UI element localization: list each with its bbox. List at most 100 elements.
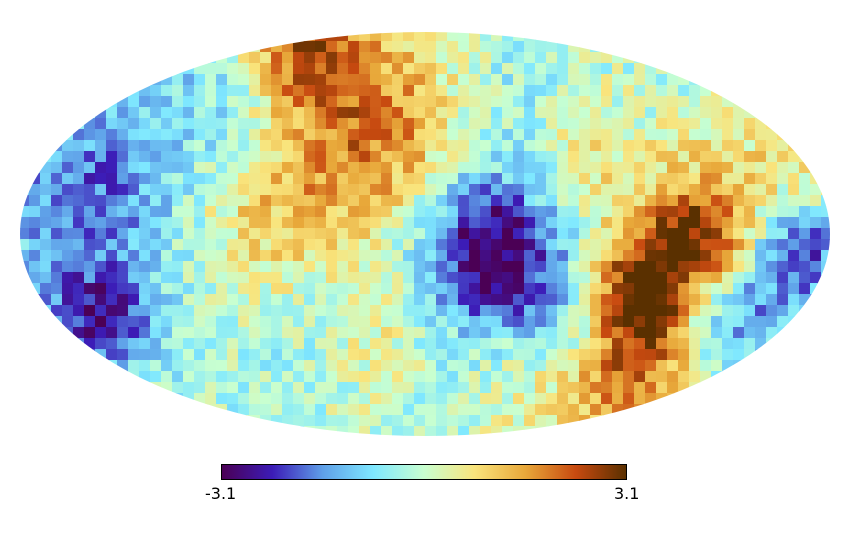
map-pixel (403, 239, 415, 251)
map-pixel (744, 151, 756, 163)
map-pixel (326, 63, 338, 75)
map-pixel (348, 151, 360, 163)
map-pixel (623, 52, 635, 64)
map-pixel (546, 228, 558, 240)
map-pixel (51, 173, 63, 185)
map-pixel (568, 415, 580, 427)
map-pixel (546, 74, 558, 86)
map-pixel (128, 283, 140, 295)
map-pixel (667, 217, 679, 229)
map-pixel (546, 41, 558, 53)
map-pixel (458, 283, 470, 295)
map-pixel (260, 140, 272, 152)
map-pixel (722, 107, 734, 119)
map-pixel (20, 195, 30, 207)
map-pixel (436, 261, 448, 273)
map-pixel (590, 41, 602, 53)
map-pixel (458, 52, 470, 64)
map-pixel (392, 52, 404, 64)
map-pixel (381, 338, 393, 350)
map-pixel (403, 195, 415, 207)
map-pixel (216, 173, 228, 185)
map-pixel (205, 283, 217, 295)
map-pixel (326, 239, 338, 251)
map-pixel (755, 217, 767, 229)
map-pixel (304, 393, 316, 405)
map-pixel (425, 393, 437, 405)
map-pixel (546, 118, 558, 130)
map-pixel (491, 74, 503, 86)
map-pixel (502, 52, 514, 64)
map-pixel (524, 283, 536, 295)
map-pixel (711, 151, 723, 163)
map-pixel (689, 305, 701, 317)
map-pixel (524, 217, 536, 229)
map-pixel (425, 283, 437, 295)
map-pixel (579, 206, 591, 218)
map-pixel (249, 283, 261, 295)
map-pixel (20, 206, 30, 218)
map-pixel (348, 63, 360, 75)
map-pixel (557, 74, 569, 86)
map-pixel (370, 41, 382, 53)
map-pixel (238, 305, 250, 317)
map-pixel (524, 140, 536, 152)
map-pixel (304, 217, 316, 229)
map-pixel (667, 294, 679, 306)
map-pixel (579, 393, 591, 405)
map-pixel (634, 261, 646, 273)
map-pixel (84, 316, 96, 328)
map-pixel (546, 349, 558, 361)
map-pixel (601, 85, 613, 97)
map-pixel (678, 305, 690, 317)
map-pixel (40, 305, 52, 317)
map-pixel (205, 107, 217, 119)
map-pixel (623, 173, 635, 185)
map-pixel (590, 250, 602, 262)
map-pixel (557, 118, 569, 130)
map-pixel (414, 316, 426, 328)
map-pixel (513, 327, 525, 339)
map-pixel (700, 360, 712, 372)
map-pixel (414, 195, 426, 207)
map-pixel (568, 74, 580, 86)
map-pixel (84, 261, 96, 273)
map-pixel (304, 96, 316, 108)
map-pixel (238, 41, 250, 53)
map-pixel (139, 217, 151, 229)
map-pixel (821, 239, 830, 251)
map-pixel (359, 195, 371, 207)
map-pixel (524, 85, 536, 97)
map-pixel (403, 96, 415, 108)
map-pixel (612, 195, 624, 207)
map-pixel (249, 107, 261, 119)
map-pixel (689, 173, 701, 185)
map-pixel (634, 371, 646, 383)
map-pixel (722, 272, 734, 284)
map-pixel (249, 162, 261, 174)
map-pixel (260, 41, 272, 53)
map-pixel (172, 162, 184, 174)
map-pixel (359, 184, 371, 196)
map-pixel (370, 371, 382, 383)
map-pixel (282, 74, 294, 86)
map-pixel (546, 162, 558, 174)
map-pixel (535, 85, 547, 97)
map-pixel (634, 129, 646, 141)
map-pixel (117, 327, 129, 339)
map-pixel (436, 426, 448, 436)
map-pixel (469, 85, 481, 97)
map-pixel (590, 151, 602, 163)
map-pixel (557, 327, 569, 339)
map-pixel (513, 250, 525, 262)
map-pixel (513, 184, 525, 196)
map-pixel (634, 283, 646, 295)
map-pixel (315, 41, 327, 53)
map-pixel (315, 184, 327, 196)
map-pixel (678, 327, 690, 339)
map-pixel (447, 371, 459, 383)
map-pixel (348, 239, 360, 251)
map-pixel (612, 404, 624, 416)
map-pixel (62, 195, 74, 207)
map-pixel (381, 228, 393, 240)
